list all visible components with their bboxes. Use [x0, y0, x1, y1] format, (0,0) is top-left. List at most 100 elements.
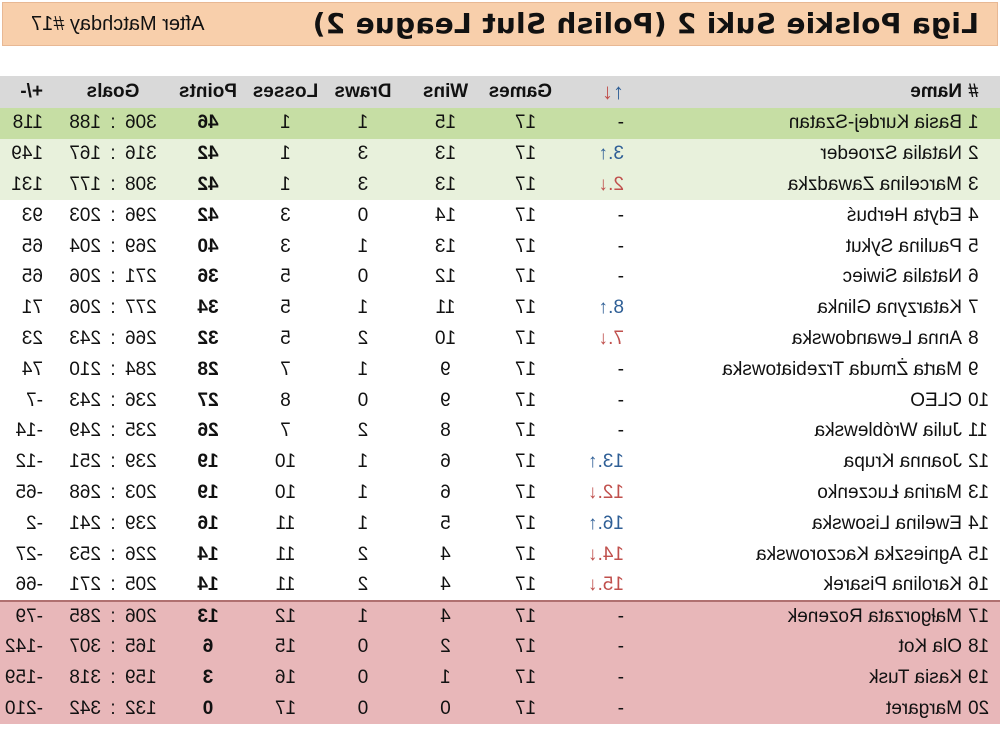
goals-against-cell: 268: [69, 481, 101, 503]
draws-cell: 2: [357, 420, 369, 442]
losses-cell: 17: [274, 697, 297, 719]
draws-cell: 1: [357, 512, 369, 534]
points-cell: 6: [202, 635, 214, 657]
table-row: 4 Edyta Herbuś - 17 14 0 3 42 296:203 93: [0, 200, 1000, 231]
games-cell: 17: [514, 420, 537, 442]
header-losses: Losses: [252, 81, 319, 102]
goal-diff-cell: -65: [15, 481, 43, 503]
name-cell: Ola Kot: [898, 635, 962, 657]
goal-diff-cell: 71: [21, 297, 43, 319]
wins-cell: 12: [434, 266, 457, 288]
standings-table: # Name ↑↓ Games Wins Draws Losses Points…: [0, 76, 1000, 724]
movement-cell: 2.↓: [598, 173, 624, 195]
goal-diff-cell: -79: [15, 605, 43, 627]
points-cell: 42: [197, 173, 219, 195]
goals-against-cell: 243: [69, 327, 101, 349]
goal-diff-cell: 65: [21, 235, 43, 257]
losses-cell: 11: [275, 512, 296, 534]
wins-cell: 13: [434, 235, 457, 257]
name-cell: Joanna Krupa: [843, 451, 962, 473]
position-cell: 16: [968, 573, 990, 595]
movement-cell: 15.↓: [588, 573, 624, 595]
games-cell: 17: [514, 143, 537, 165]
goals-against-cell: 203: [69, 204, 101, 226]
wins-cell: 0: [440, 697, 451, 719]
position-cell: 17: [968, 605, 990, 627]
goals-separator: :: [110, 420, 116, 442]
position-cell: 2: [968, 143, 979, 165]
wins-cell: 5: [440, 512, 451, 534]
movement-cell: -: [617, 635, 624, 657]
movement-cell: 14.↓: [588, 543, 624, 565]
games-cell: 17: [514, 666, 537, 688]
games-cell: 17: [514, 481, 537, 503]
games-cell: 17: [514, 635, 537, 657]
goals-against-cell: 251: [69, 451, 101, 473]
games-cell: 17: [514, 512, 537, 534]
points-cell: 28: [197, 358, 219, 380]
goals-separator: :: [110, 573, 116, 595]
table-row: 7 Katarzyna Glinka 8.↑ 17 11 1 5 34 277:206 71: [0, 293, 1000, 324]
position-cell: 10: [968, 389, 990, 411]
table-row: 12 Joanna Krupa 13.↑ 17 6 1 10 19 239:251 -12: [0, 447, 1000, 478]
table-row: 9 Marta Żmuda Trzebiatowska -17 9 1 7 28 284:21…: [0, 354, 1000, 385]
goal-diff-cell: -7: [26, 389, 43, 411]
goals-for-cell: 277: [125, 297, 157, 319]
goal-diff-cell: 23: [21, 327, 43, 349]
movement-cell: 8.↑: [598, 297, 624, 319]
losses-cell: 7: [280, 420, 291, 442]
goal-diff-cell: -210: [4, 697, 43, 719]
points-cell: 26: [197, 420, 219, 442]
goals-separator: :: [110, 605, 116, 627]
page-title: Liga Polskie Suki 2 (Polish Slut League …: [312, 7, 979, 40]
goals-separator: :: [110, 235, 116, 257]
goals-against-cell: 167: [69, 143, 101, 165]
position-cell: 8: [968, 327, 979, 349]
header-goals: Goals: [86, 81, 140, 102]
points-cell: 34: [197, 297, 219, 319]
goals-against-cell: 342: [69, 697, 101, 719]
movement-cell: 7.↓: [598, 327, 624, 349]
losses-cell: 10: [274, 451, 297, 473]
draws-cell: 0: [357, 666, 369, 688]
draws-cell: 1: [357, 481, 369, 503]
goals-separator: :: [110, 143, 116, 165]
points-cell: 3: [202, 666, 214, 688]
goals-for-cell: 165: [125, 635, 157, 657]
points-cell: 42: [197, 204, 219, 226]
table-header-row: # Name ↑↓ Games Wins Draws Losses Points…: [0, 76, 1000, 108]
draws-cell: 2: [357, 573, 369, 595]
position-cell: 7: [968, 297, 979, 319]
name-cell: Julia Wróblewska: [814, 420, 962, 442]
name-cell: Anna Lewandowska: [791, 327, 962, 349]
draws-cell: 1: [357, 235, 369, 257]
movement-cell: 12.↓: [588, 481, 624, 503]
draws-cell: 1: [357, 358, 369, 380]
wins-cell: 13: [434, 143, 457, 165]
points-cell: 32: [197, 327, 219, 349]
movement-cell: -: [617, 389, 624, 411]
goals-for-cell: 308: [125, 173, 157, 195]
wins-cell: 1: [440, 666, 451, 688]
table-row: 10 CLEO - 17 9 0 8 27 236:243 -7: [0, 385, 1000, 416]
points-cell: 14: [197, 573, 219, 595]
goals-against-cell: 253: [69, 543, 101, 565]
header-movement: ↑↓: [558, 76, 638, 108]
points-cell: 0: [202, 697, 214, 719]
draws-cell: 1: [357, 297, 369, 319]
losses-cell: 11: [275, 573, 296, 595]
movement-cell: -: [617, 112, 624, 134]
goals-separator: :: [110, 204, 116, 226]
movement-cell: -: [617, 605, 624, 627]
movement-cell: 13.↑: [588, 451, 624, 473]
goals-for-cell: 239: [125, 512, 157, 534]
position-cell: 6: [968, 266, 979, 288]
position-cell: 12: [968, 451, 990, 473]
goals-against-cell: 249: [69, 420, 101, 442]
name-cell: Karolina Pisarek: [823, 573, 962, 595]
losses-cell: 15: [274, 635, 297, 657]
movement-cell: -: [617, 358, 624, 380]
position-cell: 19: [968, 666, 990, 688]
wins-cell: 8: [440, 420, 451, 442]
goals-against-cell: 241: [69, 512, 101, 534]
